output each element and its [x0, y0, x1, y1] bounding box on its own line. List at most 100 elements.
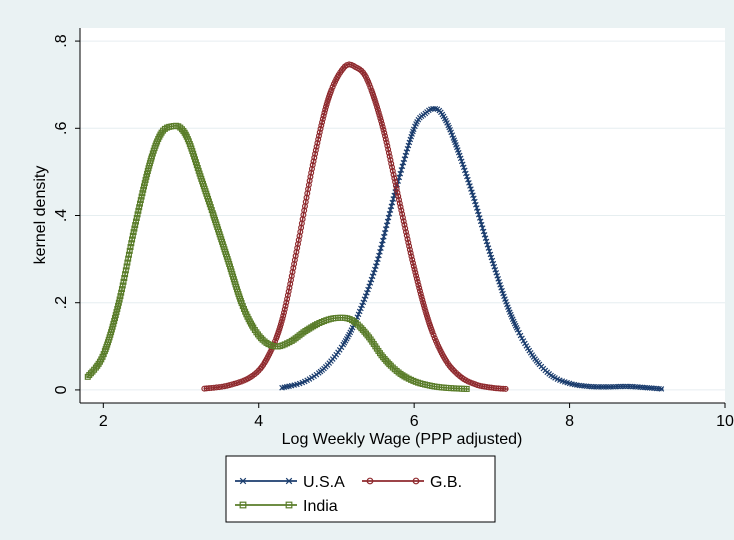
circle-marker	[380, 126, 387, 133]
x-marker	[459, 161, 466, 168]
circle-marker	[405, 239, 412, 246]
data-point	[366, 334, 369, 337]
x-marker	[486, 248, 493, 255]
x-marker	[581, 383, 587, 389]
x-marker	[653, 385, 660, 392]
x-marker	[519, 335, 525, 342]
x-marker	[379, 241, 385, 248]
circle-marker	[409, 256, 416, 263]
square-marker	[128, 240, 135, 247]
square-marker	[134, 211, 141, 218]
x-marker	[473, 205, 480, 211]
circle-marker	[403, 232, 410, 239]
series-group	[84, 61, 665, 392]
x-marker	[510, 318, 517, 325]
data-point	[351, 328, 353, 330]
circle-marker	[373, 101, 380, 108]
circle-marker	[421, 305, 428, 312]
x-marker	[377, 249, 383, 255]
x-marker	[446, 124, 452, 131]
x-marker	[524, 345, 531, 352]
data-point	[529, 352, 532, 354]
circle-marker	[279, 315, 286, 322]
circle-marker	[402, 225, 409, 232]
x-marker	[432, 105, 439, 112]
circle-marker	[401, 221, 408, 228]
circle-marker	[415, 281, 422, 288]
square-marker	[122, 267, 129, 274]
circle-marker	[308, 165, 315, 172]
x-tick-label: 8	[565, 413, 574, 430]
x-marker	[464, 173, 470, 180]
data-point	[413, 127, 415, 130]
circle-marker	[285, 288, 292, 295]
data-point	[312, 162, 314, 164]
circle-marker	[396, 200, 403, 207]
x-marker	[637, 384, 644, 390]
x-marker	[384, 218, 391, 225]
x-marker	[646, 385, 653, 391]
circle-marker	[420, 302, 427, 309]
square-marker	[126, 247, 133, 254]
circle-marker	[318, 122, 325, 129]
x-tick-label: 10	[716, 413, 734, 430]
square-marker	[122, 271, 129, 278]
x-marker	[378, 245, 384, 251]
x-marker	[639, 384, 646, 391]
data-point	[203, 387, 206, 390]
square-marker	[119, 282, 126, 289]
square-marker	[117, 293, 124, 300]
data-point	[242, 306, 244, 308]
circle-marker	[307, 173, 314, 180]
circle-marker	[375, 109, 382, 116]
data-point	[320, 321, 322, 324]
square-marker	[133, 214, 140, 221]
x-marker	[389, 199, 396, 206]
data-point	[327, 362, 330, 365]
x-marker	[359, 302, 365, 309]
x-marker	[632, 383, 639, 390]
x-marker	[367, 280, 374, 286]
circle-marker	[284, 292, 291, 299]
square-marker	[125, 251, 132, 258]
circle-marker	[385, 146, 392, 153]
circle-marker	[379, 123, 386, 130]
x-marker	[383, 222, 390, 229]
x-marker	[453, 142, 459, 148]
circle-marker	[374, 104, 381, 111]
data-point	[397, 197, 400, 199]
square-marker	[118, 289, 125, 296]
square-marker	[118, 286, 125, 293]
data-point	[491, 258, 493, 260]
circle-marker	[284, 295, 291, 302]
x-marker	[502, 296, 508, 302]
square-marker	[115, 302, 122, 309]
circle-marker	[378, 120, 385, 127]
square-marker	[115, 299, 122, 306]
x-marker	[656, 385, 662, 392]
x-marker	[380, 237, 386, 244]
data-point	[250, 376, 252, 378]
legend-entry-g-b: G.B.	[362, 474, 462, 491]
x-marker	[442, 115, 448, 122]
square-marker	[112, 312, 119, 319]
x-marker	[390, 196, 397, 202]
x-marker	[362, 293, 369, 299]
x-marker	[642, 384, 648, 391]
data-point	[172, 125, 175, 127]
data-point	[428, 384, 431, 387]
circle-marker	[431, 335, 438, 342]
square-marker	[84, 373, 91, 380]
x-marker	[368, 276, 375, 283]
circle-marker	[381, 129, 388, 136]
x-marker	[490, 260, 497, 267]
circle-marker	[410, 263, 417, 270]
x-marker	[463, 170, 469, 177]
data-point	[506, 388, 509, 390]
data-point	[444, 358, 447, 361]
square-marker	[113, 309, 120, 316]
y-tick-label: .4	[53, 209, 70, 222]
x-marker	[364, 290, 370, 296]
circle-marker	[291, 260, 298, 267]
square-marker	[124, 259, 131, 266]
